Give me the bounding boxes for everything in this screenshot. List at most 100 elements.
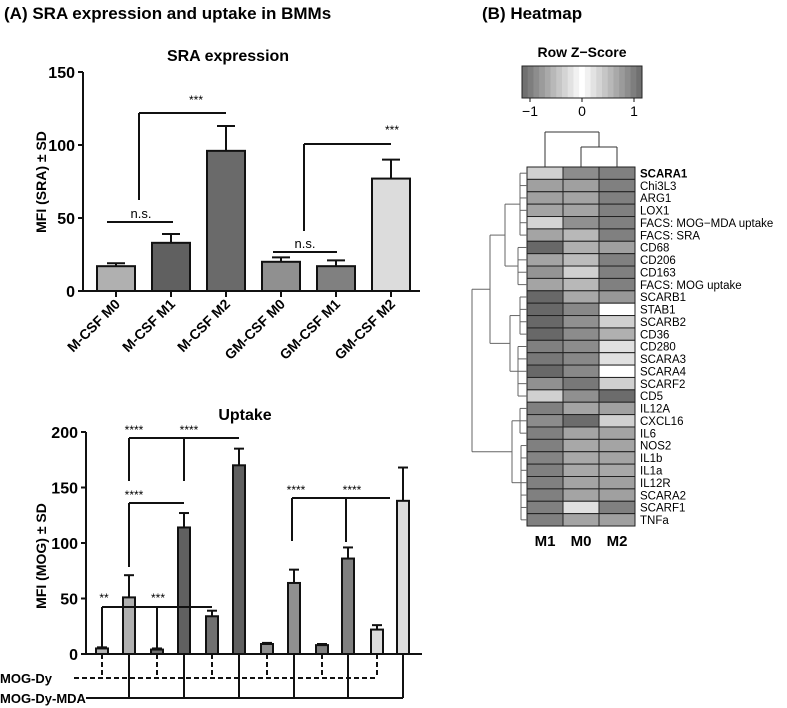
heatmap-cell	[562, 451, 600, 465]
heatmap-cell	[562, 376, 600, 391]
bar	[341, 557, 355, 655]
heatmap-row-label: STAB1	[640, 305, 676, 317]
heatmap-cell	[526, 352, 564, 366]
heatmap-cell	[562, 216, 600, 230]
heatmap-cell	[562, 166, 600, 180]
color-key-swatch	[590, 66, 597, 98]
heatmap-row-label: NOS2	[640, 441, 671, 453]
heatmap-cell	[598, 500, 636, 515]
heatmap-cell	[598, 352, 636, 366]
color-key-tick-label: 1	[630, 103, 638, 119]
color-key-swatch	[602, 66, 609, 98]
color-key-swatch	[573, 66, 580, 98]
heatmap-cell	[526, 339, 564, 354]
color-key-swatch	[562, 66, 569, 98]
color-key-tick-label: −1	[522, 103, 538, 119]
heatmap-row-label: TNFa	[640, 515, 669, 527]
heatmap-row-label: IL1b	[640, 453, 662, 465]
heatmap-cell	[598, 463, 636, 477]
heatmap-cell	[562, 327, 600, 341]
heatmap-cell	[526, 178, 564, 193]
heatmap-cell	[598, 166, 636, 180]
heatmap-cell	[598, 364, 636, 378]
heatmap-cell	[526, 191, 564, 205]
heatmap-row-label: SCARF1	[640, 503, 685, 515]
heatmap-row-label: CD5	[640, 391, 663, 403]
heatmap-row-label: SCARB2	[640, 317, 686, 329]
heatmap-cell	[598, 414, 636, 428]
bar	[315, 644, 329, 655]
heatmap-row-label: CD36	[640, 329, 669, 341]
heatmap-cell	[598, 389, 636, 403]
bar	[96, 265, 136, 292]
heatmap-row-label: SCARA2	[640, 490, 686, 502]
heatmap-row-label: IL6	[640, 428, 656, 440]
bar	[151, 241, 191, 293]
heatmap-cell	[562, 277, 600, 292]
heatmap-cell	[562, 203, 600, 218]
color-key-swatch	[579, 66, 586, 98]
heatmap-row-label: IL12R	[640, 478, 671, 490]
x-tick-label: M-CSF M1	[119, 296, 178, 355]
chart-title: Uptake	[218, 407, 271, 424]
significance-label: ***	[385, 123, 399, 137]
heatmap-cell	[598, 240, 636, 255]
heatmap-cell	[598, 203, 636, 218]
heatmap-cell	[526, 401, 564, 416]
heatmap-cell	[598, 488, 636, 502]
color-key-swatch	[619, 66, 626, 98]
heatmap-row-label: FACS: MOG−MDA uptake	[640, 218, 773, 230]
y-tick-label: 0	[69, 647, 78, 664]
heatmap-cell	[526, 166, 564, 180]
heatmap-row-label: CD206	[640, 255, 676, 267]
y-tick-label: 0	[66, 284, 75, 301]
heatmap-cell	[562, 178, 600, 193]
bar	[287, 581, 301, 656]
heatmap-cell	[526, 327, 564, 341]
heatmap-cell	[526, 488, 564, 502]
heatmap-cell	[598, 265, 636, 279]
heatmap-row-label: FACS: MOG uptake	[640, 280, 742, 292]
uptake-chart: Uptake MFI (MOG) ± SD 0 50 100 150 200 MOG-Dy MO…	[0, 407, 422, 706]
heatmap-cell	[526, 513, 564, 527]
heatmap-row-label: CD163	[640, 267, 676, 279]
heatmap-cell	[562, 463, 600, 477]
heatmap-cell	[526, 228, 564, 242]
significance-label: ****	[180, 423, 199, 437]
color-key-swatch	[533, 66, 540, 98]
bar	[371, 177, 411, 292]
color-key-swatch	[630, 66, 637, 98]
heatmap-cell	[598, 451, 636, 465]
bar	[177, 526, 191, 656]
color-key-swatch	[584, 66, 592, 98]
heatmap-cell	[562, 253, 600, 267]
bar	[122, 596, 136, 656]
heatmap-row-label: CXCL16	[640, 416, 683, 428]
significance-label: **	[99, 591, 109, 605]
significance-label: ****	[125, 423, 144, 437]
heatmap-cell	[598, 438, 636, 453]
heatmap-row-label: LOX1	[640, 206, 669, 218]
heatmap-cell	[598, 277, 636, 292]
heatmap-row-label: SCARA1	[640, 168, 688, 180]
heatmap-cell	[598, 302, 636, 317]
significance-label: ***	[189, 93, 203, 107]
heatmap-cell	[598, 513, 636, 527]
heatmap-row-label: SCARB1	[640, 292, 686, 304]
heatmap-cell	[526, 315, 564, 329]
bar	[150, 648, 164, 655]
heatmap-cell	[562, 302, 600, 317]
heatmap-row-label: Chi3L3	[640, 181, 676, 193]
color-key-swatch	[522, 66, 529, 98]
heatmap-cell	[562, 401, 600, 416]
heatmap-cell	[562, 438, 600, 453]
bar	[396, 499, 410, 655]
heatmap-row-label: SCARF2	[640, 379, 685, 391]
heatmap-cell	[598, 327, 636, 341]
heatmap-cell	[562, 500, 600, 515]
color-key-swatch	[607, 66, 614, 98]
heatmap-cell	[562, 389, 600, 403]
y-tick-label: 50	[57, 211, 75, 228]
heatmap-cell	[562, 265, 600, 279]
